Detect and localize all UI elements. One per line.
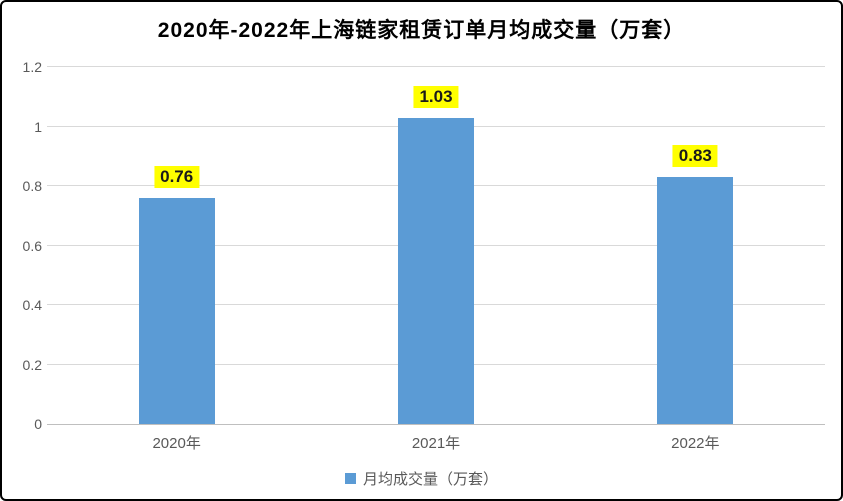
bar-value-label: 0.83 — [672, 145, 718, 168]
y-tick-label: 0 — [34, 416, 42, 432]
y-tick-label: 0.8 — [22, 178, 42, 194]
bar-2022年[interactable] — [657, 177, 734, 424]
legend-swatch-icon — [344, 473, 356, 484]
y-tick-label: 0.4 — [22, 297, 42, 313]
legend-label: 月均成交量（万套） — [362, 471, 498, 488]
x-axis-label: 2021年 — [411, 435, 461, 452]
x-axis-label: 2020年 — [152, 435, 201, 452]
y-tick-label: 1 — [34, 118, 42, 135]
gridline — [47, 66, 825, 67]
y-tick-label: 0.6 — [22, 237, 42, 254]
y-tick-label: 1.2 — [22, 59, 42, 75]
y-tick-label: 0.2 — [22, 356, 42, 373]
legend: 月均成交量（万套） — [2, 468, 841, 489]
x-axis-label: 2022年 — [671, 435, 720, 452]
x-axis-line — [47, 424, 825, 425]
chart-title: 2020年-2022年上海链家租赁订单月均成交量（万套） — [157, 19, 686, 42]
bar-value-label: 0.76 — [154, 165, 200, 188]
plot-area: 0.76 1.03 0.83 — [47, 66, 825, 425]
bar-2020年[interactable] — [138, 197, 215, 424]
bar-value-label: 1.03 — [413, 85, 459, 108]
bar-2021年[interactable] — [398, 117, 474, 424]
